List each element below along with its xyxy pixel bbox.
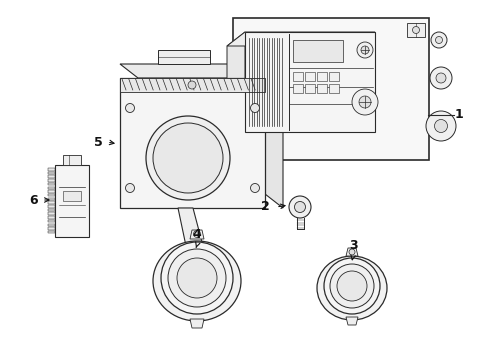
- Bar: [232, 18, 428, 160]
- Circle shape: [187, 81, 196, 89]
- Polygon shape: [226, 32, 244, 146]
- Circle shape: [125, 184, 134, 193]
- Circle shape: [435, 36, 442, 44]
- Circle shape: [146, 116, 229, 200]
- Bar: [48, 205, 55, 207]
- Polygon shape: [264, 64, 283, 208]
- Circle shape: [168, 249, 225, 307]
- Circle shape: [425, 111, 455, 141]
- Circle shape: [356, 42, 372, 58]
- Circle shape: [324, 258, 379, 314]
- Bar: [305, 72, 314, 81]
- Polygon shape: [406, 23, 424, 37]
- Circle shape: [429, 67, 451, 89]
- Bar: [48, 175, 55, 178]
- Bar: [48, 183, 55, 185]
- Text: 3: 3: [348, 239, 357, 252]
- Text: 6: 6: [29, 194, 38, 207]
- Circle shape: [351, 89, 377, 115]
- Bar: [158, 50, 209, 64]
- Bar: [48, 209, 55, 211]
- Bar: [48, 231, 55, 233]
- Bar: [292, 84, 303, 93]
- Circle shape: [294, 202, 305, 212]
- Circle shape: [329, 264, 373, 308]
- Bar: [244, 32, 374, 132]
- Bar: [63, 155, 81, 165]
- Bar: [48, 186, 55, 189]
- Circle shape: [360, 46, 368, 54]
- Polygon shape: [180, 246, 203, 263]
- Bar: [292, 40, 342, 62]
- Bar: [48, 198, 55, 200]
- Circle shape: [177, 258, 217, 298]
- Bar: [48, 227, 55, 230]
- Bar: [120, 78, 264, 92]
- Text: 1: 1: [454, 108, 463, 122]
- Bar: [48, 168, 55, 171]
- Polygon shape: [178, 208, 203, 246]
- Bar: [48, 212, 55, 215]
- Circle shape: [358, 96, 370, 108]
- Bar: [305, 84, 314, 93]
- Bar: [292, 72, 303, 81]
- Polygon shape: [346, 317, 357, 325]
- Circle shape: [434, 120, 447, 132]
- Bar: [48, 179, 55, 181]
- Circle shape: [336, 271, 366, 301]
- Circle shape: [412, 27, 419, 33]
- Polygon shape: [120, 64, 283, 78]
- Circle shape: [430, 32, 446, 48]
- Polygon shape: [190, 319, 203, 328]
- Bar: [316, 84, 326, 93]
- Circle shape: [161, 242, 232, 314]
- Bar: [48, 220, 55, 222]
- Text: 4: 4: [192, 228, 201, 241]
- Circle shape: [288, 196, 310, 218]
- Bar: [63, 191, 81, 201]
- Circle shape: [125, 104, 134, 112]
- Circle shape: [193, 230, 200, 238]
- Circle shape: [435, 73, 445, 83]
- Bar: [55, 165, 89, 237]
- Bar: [120, 78, 264, 208]
- Circle shape: [250, 104, 259, 112]
- Ellipse shape: [153, 241, 241, 321]
- Text: 2: 2: [261, 201, 269, 213]
- Bar: [316, 72, 326, 81]
- Bar: [48, 172, 55, 174]
- Circle shape: [250, 184, 259, 193]
- Polygon shape: [226, 32, 374, 46]
- Polygon shape: [190, 230, 203, 239]
- Polygon shape: [346, 248, 357, 256]
- Bar: [48, 224, 55, 226]
- Bar: [328, 84, 338, 93]
- Bar: [48, 190, 55, 193]
- Circle shape: [153, 123, 223, 193]
- Bar: [48, 194, 55, 197]
- Text: 5: 5: [94, 135, 103, 148]
- Bar: [48, 201, 55, 204]
- Circle shape: [348, 249, 354, 255]
- Bar: [48, 216, 55, 219]
- Ellipse shape: [316, 256, 386, 320]
- Bar: [328, 72, 338, 81]
